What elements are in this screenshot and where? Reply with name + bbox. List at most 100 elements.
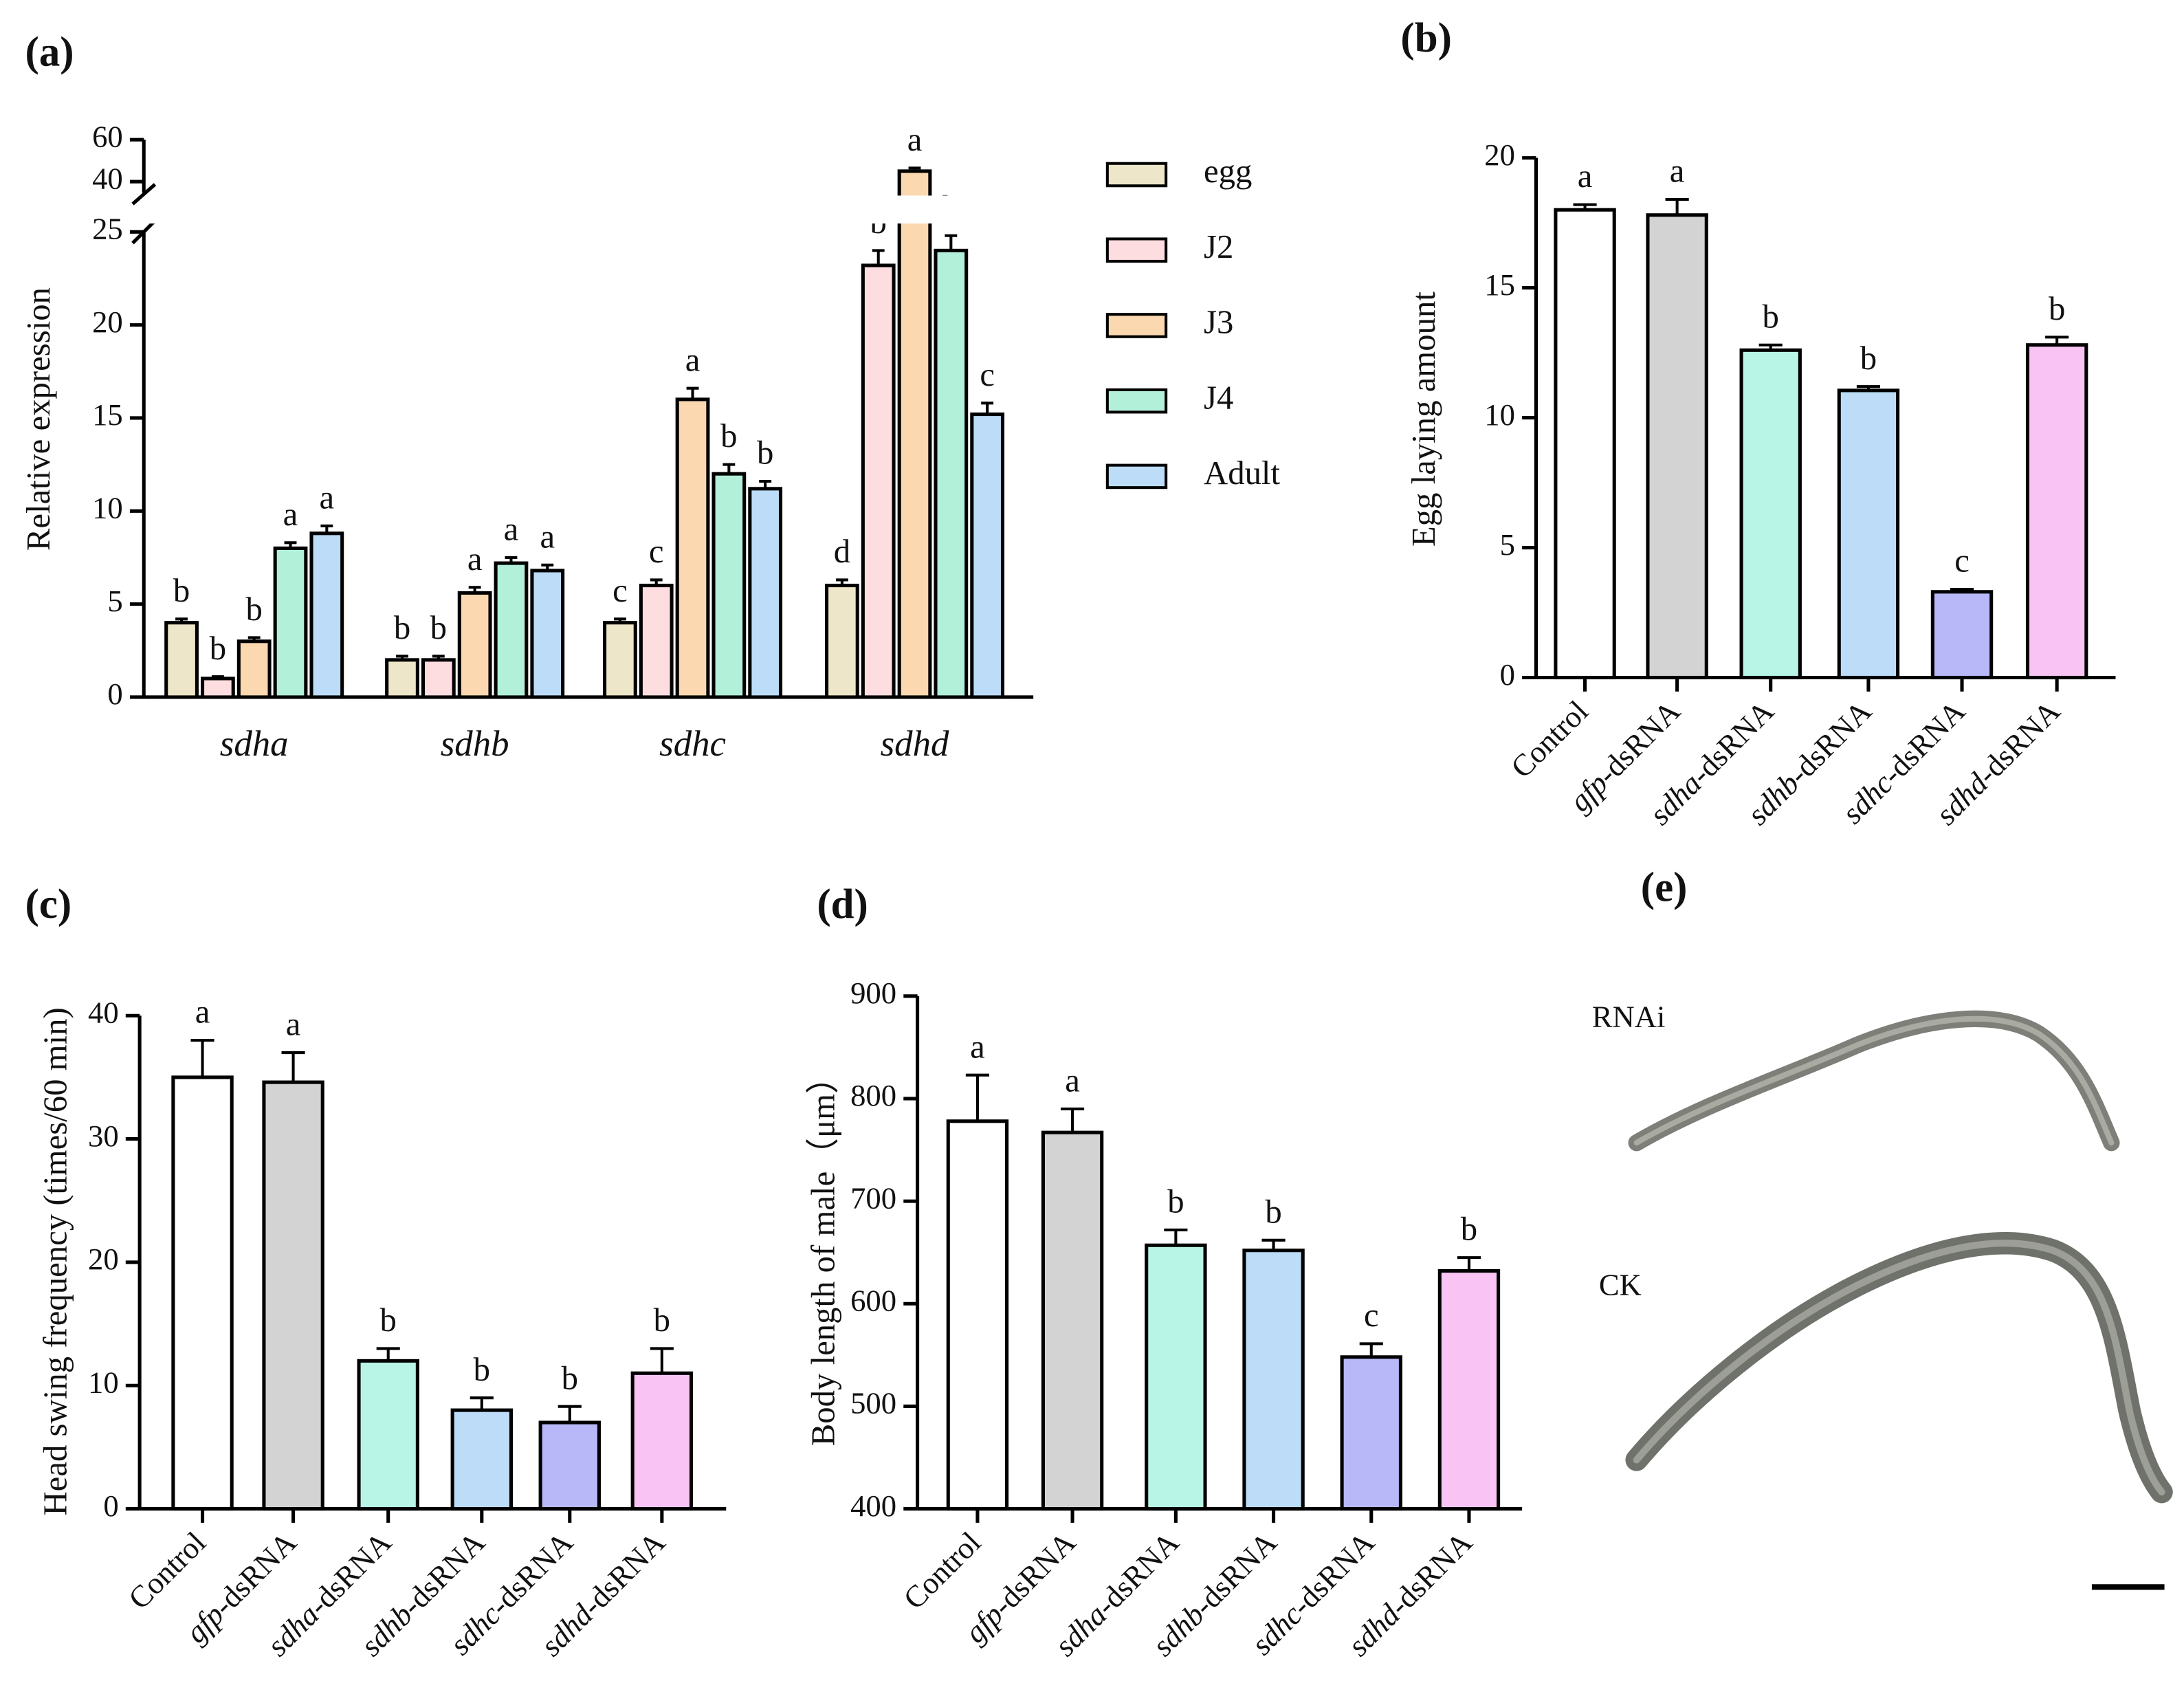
x-tick-label: sdhd <box>881 724 949 764</box>
significance-letter: b <box>1860 340 1877 377</box>
bar <box>934 248 969 699</box>
y-tick-label: 15 <box>92 397 123 432</box>
image-label: CK <box>1599 1268 1642 1302</box>
legend-label: egg <box>1204 153 1252 190</box>
bar <box>748 487 783 699</box>
significance-letter: b <box>394 609 410 646</box>
significance-letter: c <box>613 572 628 609</box>
significance-letter: b <box>720 417 737 454</box>
significance-letter: c <box>1364 1297 1379 1334</box>
significance-letter: a <box>195 993 210 1031</box>
x-tick-label: Control <box>896 1525 987 1616</box>
legend-label: Adult <box>1204 454 1280 492</box>
legend-label: J2 <box>1204 228 1233 265</box>
significance-letter: a <box>283 496 298 533</box>
bar <box>201 677 235 699</box>
significance-letter: b <box>1167 1183 1184 1220</box>
bar <box>970 413 1005 699</box>
bar <box>825 584 859 699</box>
significance-letter: a <box>1670 153 1685 190</box>
legend-swatch <box>1105 162 1168 188</box>
break-gap <box>149 195 1039 224</box>
y-tick-label: 10 <box>92 491 123 525</box>
bar <box>309 531 344 699</box>
worm-ck-highlight <box>1633 1240 2165 1496</box>
bar <box>171 1075 234 1511</box>
bar <box>1242 1249 1305 1511</box>
bar <box>1930 590 1994 680</box>
y-tick-label: 400 <box>850 1488 896 1523</box>
significance-letter: a <box>907 121 923 158</box>
y-tick-label: 40 <box>92 161 123 195</box>
bar <box>603 621 637 699</box>
bar <box>1145 1243 1207 1511</box>
y-tick-label: 30 <box>88 1119 119 1153</box>
significance-letter: d <box>834 533 850 570</box>
legend-swatch <box>1105 237 1168 263</box>
bar <box>861 263 896 699</box>
nematode-images <box>1625 1010 2173 1590</box>
y-tick-label: 0 <box>107 677 122 711</box>
bar <box>897 169 932 699</box>
panel-label: (a) <box>25 29 74 75</box>
significance-letter: a <box>1065 1062 1080 1099</box>
image-label: RNAi <box>1592 1000 1666 1034</box>
significance-letter: a <box>504 511 519 548</box>
significance-letter: a <box>970 1028 985 1065</box>
bar <box>2025 343 2088 680</box>
significance-letter: b <box>380 1301 397 1339</box>
significance-letter: b <box>210 630 226 667</box>
bar <box>421 658 456 699</box>
significance-letter: b <box>1461 1211 1477 1248</box>
significance-letter: b <box>173 572 190 609</box>
y-axis-label: Head swing frequency (times/60 min) <box>37 1007 74 1515</box>
y-axis-label: Relative expression <box>20 287 57 551</box>
bar <box>1837 388 1900 680</box>
y-tick-label: 0 <box>1500 657 1515 692</box>
y-tick-label: 700 <box>850 1180 896 1215</box>
y-tick-label: 60 <box>92 119 123 153</box>
y-tick-label: 500 <box>850 1386 896 1420</box>
y-tick-label: 5 <box>1500 527 1515 562</box>
bar <box>712 472 747 699</box>
bar <box>385 658 419 699</box>
y-axis-label: Body length of male（μm） <box>805 1060 842 1446</box>
bar <box>530 569 565 699</box>
bar <box>236 639 272 699</box>
significance-letter: a <box>320 479 335 516</box>
significance-letter: a <box>286 1006 301 1043</box>
bar <box>450 1408 514 1511</box>
significance-letter: a <box>685 341 701 378</box>
significance-letter: b <box>246 591 263 628</box>
x-tick-label: sdhb <box>441 724 509 764</box>
y-tick-label: 20 <box>88 1242 119 1276</box>
significance-letter: b <box>654 1301 670 1339</box>
bar <box>639 584 674 699</box>
y-tick-label: 5 <box>107 584 122 618</box>
bar <box>1554 208 1616 680</box>
x-tick-label: Control <box>1504 694 1595 784</box>
bar <box>1041 1130 1104 1511</box>
significance-letter: c <box>649 533 664 570</box>
significance-letter: b <box>430 609 447 646</box>
y-tick-label: 600 <box>850 1284 896 1318</box>
bar <box>675 397 710 699</box>
bar <box>1739 348 1802 680</box>
panel-label: (d) <box>817 881 868 927</box>
significance-letter: b <box>1265 1193 1281 1230</box>
significance-letter: c <box>980 356 995 393</box>
y-tick-label: 25 <box>92 212 123 246</box>
y-axis-label: Egg laying amount <box>1405 292 1442 547</box>
x-tick-label: sdhc <box>659 724 726 764</box>
bar <box>273 546 308 699</box>
y-tick-label: 10 <box>1484 397 1515 432</box>
panel-label: (b) <box>1400 15 1451 61</box>
y-tick-label: 900 <box>850 976 896 1010</box>
significance-letter: b <box>562 1359 578 1396</box>
significance-letter: a <box>1578 157 1593 195</box>
y-tick-label: 20 <box>92 305 123 339</box>
significance-letter: c <box>1954 542 1970 580</box>
axis-break <box>131 183 157 206</box>
bar <box>946 1119 1009 1511</box>
